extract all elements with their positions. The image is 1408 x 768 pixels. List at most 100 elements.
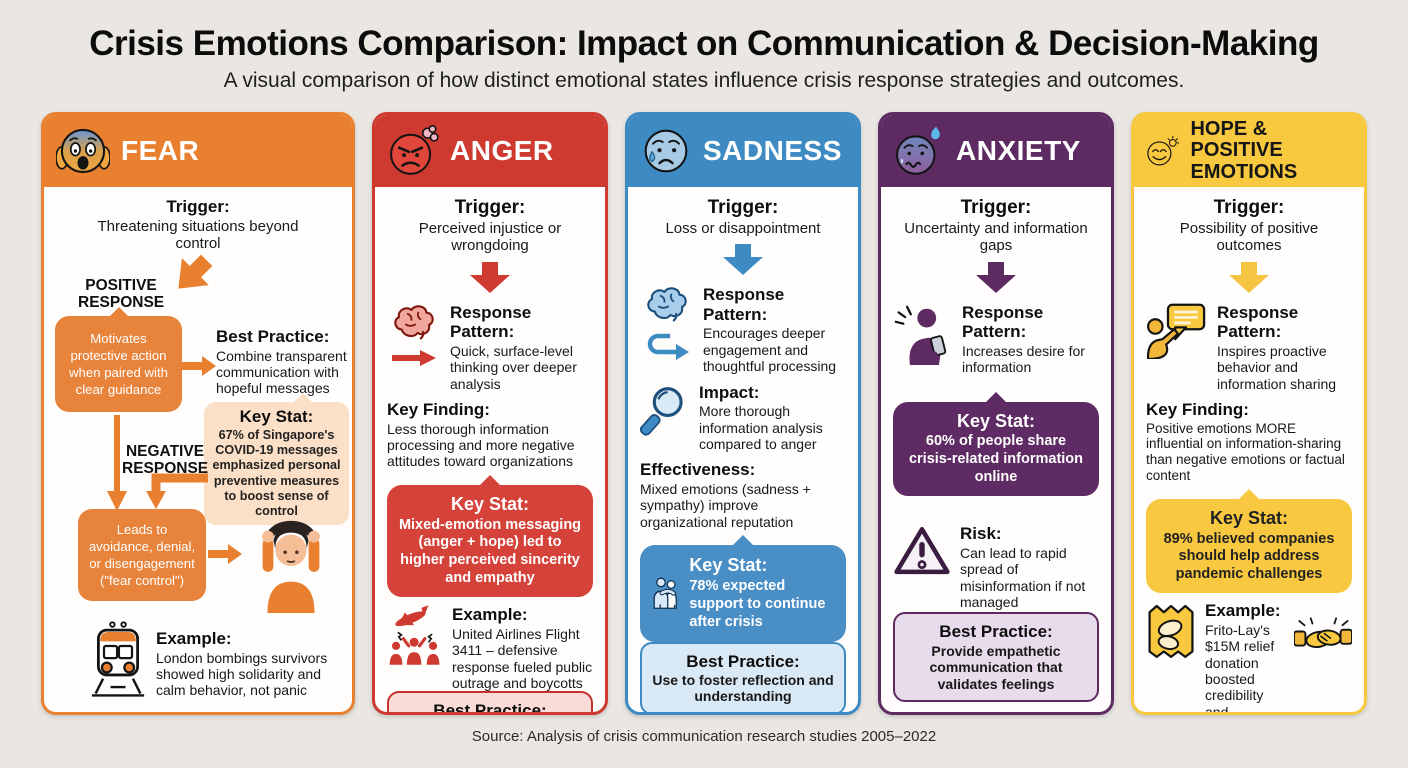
anger-key-stat: Key Stat: Mixed-emotion messaging (anger… <box>387 484 593 598</box>
column-anxiety: ANXIETY Trigger: Uncertainty and informa… <box>878 112 1114 715</box>
best-practice-label: Best Practice: <box>686 651 800 671</box>
sadness-best-practice: Best Practice: Use to foster reflection … <box>640 641 846 712</box>
chips-bag-icon <box>1148 605 1194 659</box>
angry-face-icon <box>390 125 439 175</box>
source-note: Source: Analysis of crisis communication… <box>471 728 937 745</box>
anxiety-response-section: Response Pattern: Increases desire for i… <box>893 303 1099 376</box>
trigger-text: Perceived injustice or wrongdoing <box>418 219 562 255</box>
example-label: Example: <box>1205 601 1281 621</box>
down-block-arrow-icon <box>470 261 510 293</box>
right-arrow-icon <box>208 544 242 564</box>
hugging-people-icon <box>653 577 677 610</box>
fear-example-section: Example: London bombings survivors showe… <box>156 629 344 699</box>
brain-icon <box>394 305 434 340</box>
response-pattern-text: Inspires proactive behavior and informat… <box>1217 343 1337 392</box>
key-stat-text: Mixed-emotion messaging (anger + hope) l… <box>398 516 582 587</box>
best-practice-text: Provide empathetic communication that va… <box>929 642 1063 692</box>
hope-header: HOPE & POSITIVE EMOTIONS <box>1134 115 1364 187</box>
anger-body: Trigger: Perceived injustice or wrongdoi… <box>375 187 605 712</box>
key-finding-text: Positive emotions MORE influential on in… <box>1146 420 1345 484</box>
key-stat-text: 78% expected support to continue after c… <box>689 577 826 630</box>
down-block-arrow-icon <box>723 244 763 276</box>
fear-best-practice-section: Best Practice: Combine transparent commu… <box>216 327 348 397</box>
trigger-text: Possibility of positive outcomes <box>1179 219 1319 255</box>
hope-response-section: Response Pattern: Inspires proactive beh… <box>1146 303 1352 392</box>
key-finding-label: Key Finding: <box>1146 400 1249 420</box>
column-sadness: SADNESS Trigger: Loss or disappointment <box>625 112 861 715</box>
response-pattern-label: Response Pattern: <box>1217 302 1299 342</box>
example-text: London bombings survivors showed high so… <box>156 649 328 699</box>
sadness-title: SADNESS <box>703 135 842 166</box>
down-block-arrow-icon <box>1229 261 1269 293</box>
key-finding-label: Key Finding: <box>387 400 490 420</box>
train-icon <box>91 621 145 697</box>
example-text: Frito-Lay's $15M relief donation boosted… <box>1205 621 1275 715</box>
anger-header: ANGER <box>375 115 605 187</box>
sadness-trigger-section: Trigger: Loss or disappointment <box>640 197 846 237</box>
best-practice-text: Combine transparent communication with h… <box>216 347 347 397</box>
title-block: Crisis Emotions Comparison: Impact on Co… <box>0 0 1408 93</box>
anger-example-section: Example: United Airlines Flight 3411 – d… <box>387 605 593 691</box>
trigger-label: Trigger: <box>166 197 230 216</box>
anger-trigger-section: Trigger: Perceived injustice or wrongdoi… <box>387 197 593 255</box>
sadness-body: Trigger: Loss or disappointment <box>628 187 858 712</box>
elbow-arrow-icon <box>146 473 208 509</box>
key-stat-text: 89% believed companies should help addre… <box>1163 530 1335 583</box>
hope-example-section: Example: Frito-Lay's $15M relief donatio… <box>1146 601 1352 715</box>
page-subtitle: A visual comparison of how distinct emot… <box>223 69 1185 92</box>
fear-title: FEAR <box>121 135 200 166</box>
key-stat-label: Key Stat: <box>450 493 530 514</box>
hope-title: HOPE & POSITIVE EMOTIONS <box>1190 118 1298 183</box>
smiling-face-sun-icon <box>1147 135 1180 166</box>
key-stat-label: Key Stat: <box>689 554 768 575</box>
positive-response-label: POSITIVE RESPONSE <box>78 277 165 312</box>
magnifier-icon <box>640 386 683 436</box>
response-pattern-label: Response Pattern: <box>962 302 1044 342</box>
anxiety-risk-section: Risk: Can lead to rapid spread of misinf… <box>893 524 1099 610</box>
handshake-icon <box>1294 617 1352 649</box>
key-stat-label: Key Stat: <box>1209 507 1289 528</box>
example-label: Example: <box>452 605 528 625</box>
best-practice-text: Use to foster reflection and understandi… <box>652 672 834 705</box>
column-anger: ANGER Trigger: Perceived injustice or wr… <box>372 112 608 715</box>
anger-title: ANGER <box>450 135 554 166</box>
anxiety-trigger-section: Trigger: Uncertainty and information gap… <box>893 197 1099 255</box>
woman-covering-ears-icon <box>262 520 320 613</box>
example-label: Example: <box>156 629 232 648</box>
anxiety-body: Trigger: Uncertainty and information gap… <box>881 187 1111 712</box>
screaming-face-icon <box>56 128 110 174</box>
best-practice-label: Best Practice: <box>216 327 330 346</box>
anger-response-section: Response Pattern: Quick, surface-level t… <box>387 303 593 392</box>
right-arrow-icon <box>182 356 216 376</box>
best-practice-label: Best Practice: <box>939 622 1053 642</box>
page-title: Crisis Emotions Comparison: Impact on Co… <box>89 24 1319 63</box>
trigger-text: Loss or disappointment <box>665 219 821 237</box>
fear-positive-box: Motivates protective action when paired … <box>55 316 182 412</box>
fear-header: FEAR <box>44 115 352 187</box>
impact-label: Impact: <box>699 382 760 402</box>
anxiety-key-stat: Key Stat: 60% of people share crisis-rel… <box>893 401 1099 497</box>
response-pattern-label: Response Pattern: <box>450 302 532 342</box>
hope-key-stat: Key Stat: 89% believed companies should … <box>1146 498 1352 594</box>
brain-icon <box>647 287 687 323</box>
response-pattern-text: Increases desire for information <box>962 343 1085 376</box>
key-finding-text: Less thorough information processing and… <box>387 420 575 470</box>
anxious-face-icon <box>896 126 940 175</box>
risk-text: Can lead to rapid spread of misinformati… <box>960 544 1086 611</box>
effectiveness-label: Effectiveness: <box>640 460 756 480</box>
trigger-text: Threatening situations beyond control <box>97 217 299 253</box>
anger-best-practice: Best Practice: Acknowledge and validate … <box>387 691 593 712</box>
sadness-impact-section: Impact: More thorough information analys… <box>640 383 846 453</box>
sadness-response-section: Response Pattern: Encourages deeper enga… <box>640 285 846 374</box>
key-stat-label: Key Stat: <box>956 410 1036 431</box>
sad-face-icon <box>644 129 688 173</box>
person-speech-bubble-icon <box>1146 303 1206 359</box>
negative-response-label: NEGATIVE RESPONSE <box>122 443 209 478</box>
trigger-text: Uncertainty and information gaps <box>904 219 1088 255</box>
plane-and-crowd-icon <box>389 605 440 666</box>
trigger-label: Trigger: <box>707 197 779 218</box>
fear-negative-box: Leads to avoidance, denial, or disengage… <box>78 509 206 601</box>
down-block-arrow-icon <box>976 261 1016 293</box>
response-pattern-label: Response Pattern: <box>703 285 785 324</box>
